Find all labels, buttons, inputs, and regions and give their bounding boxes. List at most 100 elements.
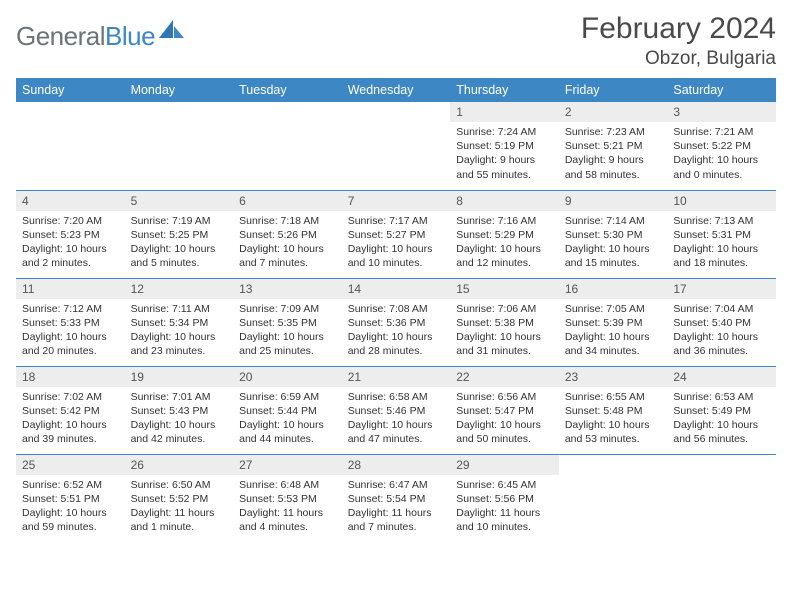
sunrise-text: Sunrise: 6:53 AM (673, 390, 770, 404)
calendar-day-cell: 2Sunrise: 7:23 AMSunset: 5:21 PMDaylight… (559, 102, 668, 190)
day-number: 15 (450, 279, 559, 299)
sunset-text: Sunset: 5:40 PM (673, 316, 770, 330)
day-content: Sunrise: 6:47 AMSunset: 5:54 PMDaylight:… (342, 475, 451, 539)
calendar-day-cell: 8Sunrise: 7:16 AMSunset: 5:29 PMDaylight… (450, 190, 559, 278)
sunrise-text: Sunrise: 7:02 AM (22, 390, 119, 404)
daylight-text: Daylight: 10 hours and 7 minutes. (239, 242, 336, 270)
day-number: 10 (667, 191, 776, 211)
sunrise-text: Sunrise: 7:13 AM (673, 214, 770, 228)
day-number: 5 (125, 191, 234, 211)
sunset-text: Sunset: 5:54 PM (348, 492, 445, 506)
sail-icon (159, 18, 185, 45)
day-number: 14 (342, 279, 451, 299)
daylight-text: Daylight: 10 hours and 5 minutes. (131, 242, 228, 270)
day-number: 7 (342, 191, 451, 211)
sunset-text: Sunset: 5:47 PM (456, 404, 553, 418)
sunrise-text: Sunrise: 7:16 AM (456, 214, 553, 228)
calendar-day-cell: 18Sunrise: 7:02 AMSunset: 5:42 PMDayligh… (16, 366, 125, 454)
calendar-day-cell: 21Sunrise: 6:58 AMSunset: 5:46 PMDayligh… (342, 366, 451, 454)
daylight-text: Daylight: 11 hours and 7 minutes. (348, 506, 445, 534)
day-content: Sunrise: 7:12 AMSunset: 5:33 PMDaylight:… (16, 299, 125, 363)
sunrise-text: Sunrise: 7:09 AM (239, 302, 336, 316)
day-content: Sunrise: 7:18 AMSunset: 5:26 PMDaylight:… (233, 211, 342, 275)
day-content: Sunrise: 6:53 AMSunset: 5:49 PMDaylight:… (667, 387, 776, 451)
daylight-text: Daylight: 11 hours and 10 minutes. (456, 506, 553, 534)
calendar-day-cell: 27Sunrise: 6:48 AMSunset: 5:53 PMDayligh… (233, 454, 342, 542)
day-content: Sunrise: 7:11 AMSunset: 5:34 PMDaylight:… (125, 299, 234, 363)
sunset-text: Sunset: 5:53 PM (239, 492, 336, 506)
day-content: Sunrise: 7:13 AMSunset: 5:31 PMDaylight:… (667, 211, 776, 275)
day-content: Sunrise: 6:56 AMSunset: 5:47 PMDaylight:… (450, 387, 559, 451)
sunset-text: Sunset: 5:33 PM (22, 316, 119, 330)
sunrise-text: Sunrise: 6:55 AM (565, 390, 662, 404)
sunrise-text: Sunrise: 7:08 AM (348, 302, 445, 316)
day-content: Sunrise: 7:05 AMSunset: 5:39 PMDaylight:… (559, 299, 668, 363)
daylight-text: Daylight: 10 hours and 44 minutes. (239, 418, 336, 446)
sunset-text: Sunset: 5:25 PM (131, 228, 228, 242)
day-number: 12 (125, 279, 234, 299)
calendar-day-cell: 17Sunrise: 7:04 AMSunset: 5:40 PMDayligh… (667, 278, 776, 366)
logo-text-blue: Blue (105, 21, 155, 51)
sunset-text: Sunset: 5:21 PM (565, 139, 662, 153)
sunrise-text: Sunrise: 7:11 AM (131, 302, 228, 316)
day-number: 21 (342, 367, 451, 387)
day-number: 23 (559, 367, 668, 387)
sunset-text: Sunset: 5:49 PM (673, 404, 770, 418)
daylight-text: Daylight: 10 hours and 0 minutes. (673, 153, 770, 181)
sunset-text: Sunset: 5:29 PM (456, 228, 553, 242)
calendar-day-cell: 25Sunrise: 6:52 AMSunset: 5:51 PMDayligh… (16, 454, 125, 542)
sunrise-text: Sunrise: 6:56 AM (456, 390, 553, 404)
day-content: Sunrise: 6:59 AMSunset: 5:44 PMDaylight:… (233, 387, 342, 451)
day-content: Sunrise: 7:17 AMSunset: 5:27 PMDaylight:… (342, 211, 451, 275)
sunrise-text: Sunrise: 7:19 AM (131, 214, 228, 228)
weekday-header: Thursday (450, 78, 559, 102)
weekday-header: Friday (559, 78, 668, 102)
sunset-text: Sunset: 5:36 PM (348, 316, 445, 330)
day-content: Sunrise: 7:24 AMSunset: 5:19 PMDaylight:… (450, 122, 559, 186)
sunrise-text: Sunrise: 6:45 AM (456, 478, 553, 492)
sunrise-text: Sunrise: 7:18 AM (239, 214, 336, 228)
sunrise-text: Sunrise: 7:05 AM (565, 302, 662, 316)
sunrise-text: Sunrise: 7:14 AM (565, 214, 662, 228)
day-number: 25 (16, 455, 125, 475)
calendar-day-cell: 12Sunrise: 7:11 AMSunset: 5:34 PMDayligh… (125, 278, 234, 366)
daylight-text: Daylight: 10 hours and 59 minutes. (22, 506, 119, 534)
sunrise-text: Sunrise: 6:48 AM (239, 478, 336, 492)
day-number: 4 (16, 191, 125, 211)
sunset-text: Sunset: 5:52 PM (131, 492, 228, 506)
sunrise-text: Sunrise: 7:20 AM (22, 214, 119, 228)
day-number: 24 (667, 367, 776, 387)
sunset-text: Sunset: 5:43 PM (131, 404, 228, 418)
calendar-day-cell: 5 Sunrise: 7:19 AMSunset: 5:25 PMDaylight… (125, 190, 234, 278)
calendar-day-cell: 29Sunrise: 6:45 AMSunset: 5:56 PMDayligh… (450, 454, 559, 542)
daylight-text: Daylight: 10 hours and 18 minutes. (673, 242, 770, 270)
day-number: 2 (559, 102, 668, 122)
weekday-header: Sunday (16, 78, 125, 102)
sunset-text: Sunset: 5:23 PM (22, 228, 119, 242)
calendar-day-cell: 7Sunrise: 7:17 AMSunset: 5:27 PMDaylight… (342, 190, 451, 278)
sunset-text: Sunset: 5:56 PM (456, 492, 553, 506)
daylight-text: Daylight: 9 hours and 58 minutes. (565, 153, 662, 181)
sunrise-text: Sunrise: 6:58 AM (348, 390, 445, 404)
calendar-day-cell (667, 454, 776, 542)
calendar-week-row: 18Sunrise: 7:02 AMSunset: 5:42 PMDayligh… (16, 366, 776, 454)
daylight-text: Daylight: 11 hours and 4 minutes. (239, 506, 336, 534)
calendar-table: Sunday Monday Tuesday Wednesday Thursday… (16, 78, 776, 542)
sunset-text: Sunset: 5:27 PM (348, 228, 445, 242)
day-number: 1 (450, 102, 559, 122)
weekday-header: Tuesday (233, 78, 342, 102)
calendar-week-row: 4 Sunrise: 7:20 AMSunset: 5:23 PM Daylight… (16, 190, 776, 278)
calendar-day-cell: 3Sunrise: 7:21 AMSunset: 5:22 PMDaylight… (667, 102, 776, 190)
weekday-header: Monday (125, 78, 234, 102)
calendar-week-row: 1Sunrise: 7:24 AMSunset: 5:19 PMDaylight… (16, 102, 776, 190)
sunset-text: Sunset: 5:48 PM (565, 404, 662, 418)
calendar-day-cell (342, 102, 451, 190)
daylight-text: Daylight: 9 hours and 55 minutes. (456, 153, 553, 181)
day-number: 3 (667, 102, 776, 122)
daylight-text: Daylight: 10 hours and 25 minutes. (239, 330, 336, 358)
calendar-day-cell: 1Sunrise: 7:24 AMSunset: 5:19 PMDaylight… (450, 102, 559, 190)
page-header: GeneralBlue February 2024 Obzor, Bulgari… (16, 10, 776, 70)
calendar-day-cell: 16Sunrise: 7:05 AMSunset: 5:39 PMDayligh… (559, 278, 668, 366)
daylight-text: Daylight: 10 hours and 15 minutes. (565, 242, 662, 270)
calendar-day-cell: 10Sunrise: 7:13 AMSunset: 5:31 PMDayligh… (667, 190, 776, 278)
